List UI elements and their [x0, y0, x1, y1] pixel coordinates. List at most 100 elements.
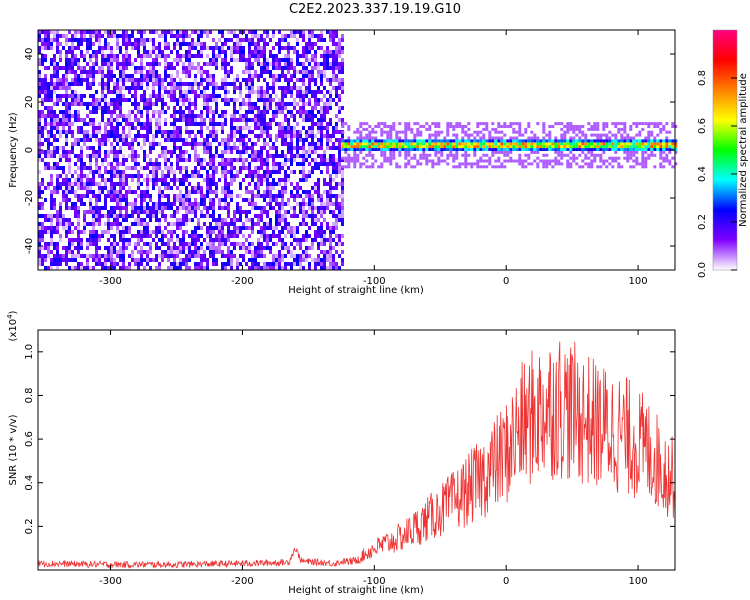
- heatmap-cell: [632, 150, 636, 154]
- heatmap-cell: [206, 214, 209, 218]
- heatmap-cell: [554, 162, 558, 166]
- heatmap-cell: [170, 262, 173, 266]
- heatmap-cell: [284, 254, 287, 258]
- heatmap-cell: [422, 139, 426, 143]
- heatmap-cell: [599, 148, 603, 151]
- heatmap-cell: [83, 34, 86, 38]
- heatmap-cell: [275, 62, 278, 66]
- heatmap-cell: [632, 139, 636, 143]
- heatmap-cell: [446, 139, 450, 143]
- heatmap-cell: [59, 206, 62, 210]
- heatmap-cell: [290, 214, 293, 218]
- heatmap-cell: [197, 234, 200, 238]
- heatmap-cell: [206, 106, 209, 110]
- heatmap-cell: [122, 130, 125, 134]
- heatmap-cell: [302, 162, 305, 166]
- heatmap-cell: [590, 125, 594, 128]
- heatmap-cell: [266, 90, 269, 94]
- heatmap-cell: [80, 138, 83, 142]
- heatmap-cell: [281, 258, 284, 262]
- heatmap-cell: [116, 86, 119, 90]
- heatmap-cell: [194, 234, 197, 238]
- heatmap-cell: [158, 210, 161, 214]
- heatmap-cell: [275, 182, 278, 186]
- heatmap-cell: [50, 182, 53, 186]
- heatmap-cell: [167, 238, 170, 242]
- heatmap-cell: [206, 30, 209, 34]
- heatmap-cell: [113, 58, 116, 62]
- heatmap-cell: [524, 148, 528, 151]
- heatmap-cell: [113, 158, 116, 162]
- heatmap-cell: [278, 202, 281, 206]
- heatmap-cell: [170, 202, 173, 206]
- heatmap-cell: [263, 62, 266, 66]
- heatmap-cell: [305, 70, 308, 74]
- heatmap-cell: [56, 138, 59, 142]
- heatmap-cell: [107, 226, 110, 230]
- heatmap-cell: [263, 70, 266, 74]
- heatmap-cell: [101, 58, 104, 62]
- heatmap-cell: [50, 190, 53, 194]
- heatmap-cell: [164, 186, 167, 190]
- heatmap-cell: [188, 158, 191, 162]
- heatmap-cell: [167, 198, 170, 202]
- heatmap-cell: [89, 118, 92, 122]
- heatmap-cell: [257, 214, 260, 218]
- heatmap-cell: [275, 214, 278, 218]
- heatmap-cell: [128, 226, 131, 230]
- heatmap-cell: [290, 254, 293, 258]
- heatmap-cell: [179, 170, 182, 174]
- heatmap-cell: [209, 122, 212, 126]
- heatmap-cell: [293, 118, 296, 122]
- heatmap-cell: [359, 125, 363, 128]
- heatmap-cell: [74, 74, 77, 78]
- heatmap-cell: [146, 50, 149, 54]
- heatmap-cell: [590, 133, 594, 137]
- heatmap-cell: [116, 142, 119, 146]
- heatmap-cell: [80, 94, 83, 98]
- heatmap-cell: [143, 106, 146, 110]
- heatmap-cell: [308, 266, 311, 270]
- heatmap-cell: [269, 62, 272, 66]
- heatmap-cell: [56, 42, 59, 46]
- heatmap-cell: [167, 138, 170, 142]
- heatmap-cell: [278, 222, 281, 226]
- heatmap-cell: [131, 202, 134, 206]
- heatmap-cell: [83, 194, 86, 198]
- heatmap-cell: [224, 102, 227, 106]
- heatmap-cell: [128, 238, 131, 242]
- heatmap-cell: [110, 186, 113, 190]
- heatmap-cell: [326, 134, 329, 138]
- heatmap-cell: [119, 34, 122, 38]
- heatmap-cell: [221, 62, 224, 66]
- heatmap-cell: [50, 62, 53, 66]
- heatmap-cell: [38, 114, 41, 118]
- heatmap-cell: [122, 178, 125, 182]
- heatmap-cell: [92, 34, 95, 38]
- heatmap-cell: [89, 82, 92, 86]
- heatmap-cell: [311, 110, 314, 114]
- heatmap-cell: [155, 254, 158, 258]
- heatmap-cell: [491, 139, 495, 143]
- heatmap-cell: [419, 156, 423, 160]
- heatmap-cell: [50, 42, 53, 46]
- heatmap-cell: [545, 142, 549, 146]
- heatmap-cell: [275, 66, 278, 70]
- heatmap-cell: [62, 122, 65, 126]
- heatmap-cell: [479, 159, 483, 163]
- heatmap-cell: [200, 158, 203, 162]
- heatmap-cell: [635, 142, 639, 146]
- heatmap-cell: [296, 62, 299, 66]
- heatmap-cell: [428, 145, 432, 149]
- heatmap-cell: [503, 153, 507, 157]
- heatmap-cell: [107, 266, 110, 270]
- heatmap-cell: [122, 174, 125, 178]
- heatmap-cell: [47, 94, 50, 98]
- heatmap-cell: [302, 166, 305, 170]
- heatmap-cell: [596, 133, 600, 137]
- heatmap-cell: [86, 186, 89, 190]
- heatmap-cell: [290, 78, 293, 82]
- heatmap-cell: [320, 138, 323, 142]
- heatmap-cell: [161, 82, 164, 86]
- heatmap-cell: [41, 234, 44, 238]
